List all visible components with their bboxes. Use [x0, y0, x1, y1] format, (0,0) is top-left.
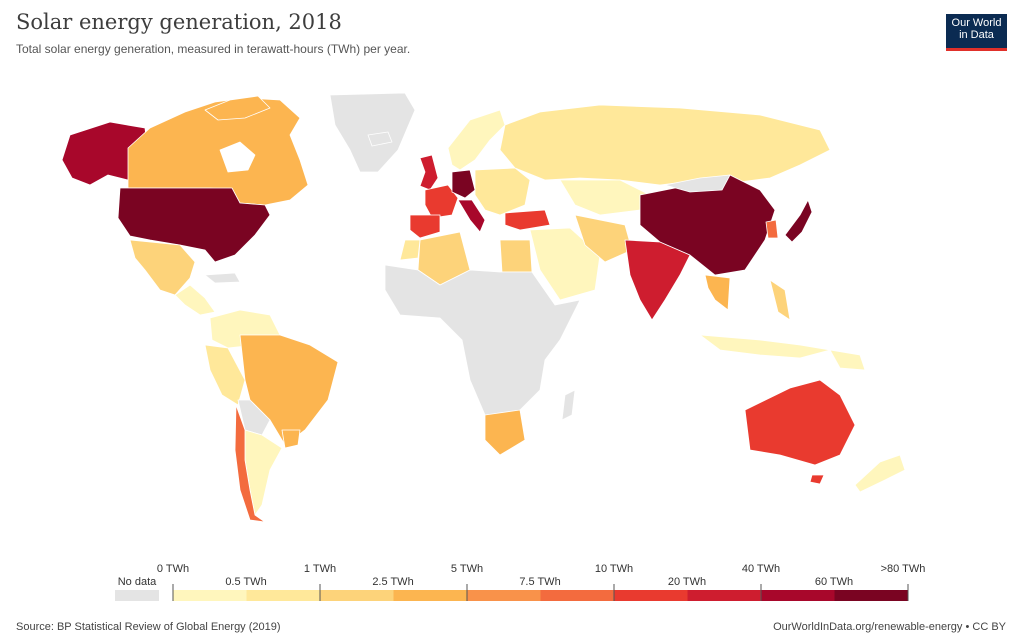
region-uruguay[interactable] — [281, 429, 301, 449]
region-cuba[interactable] — [204, 272, 241, 284]
region-japan[interactable] — [784, 199, 813, 243]
legend-bar — [115, 584, 909, 601]
region-mongolia[interactable] — [664, 174, 731, 193]
chart-title: Solar energy generation, 2018 — [16, 10, 342, 34]
region-canada-islands[interactable] — [204, 95, 271, 121]
legend-bin[interactable] — [246, 590, 321, 601]
legend-bin[interactable] — [761, 590, 835, 601]
region-greenland[interactable] — [329, 92, 416, 173]
legend-bin[interactable] — [467, 590, 541, 601]
legend-bottom-label: 20 TWh — [667, 576, 707, 588]
world-map — [61, 92, 906, 523]
legend-top-label: 40 TWh — [741, 563, 781, 575]
region-france[interactable] — [424, 184, 459, 219]
region-philippines[interactable] — [769, 279, 791, 321]
legend-bottom-label: 7.5 TWh — [519, 576, 561, 588]
legend: No data 0 TWh 1 TWh 5 TWh 10 TWh 40 TWh … — [0, 560, 1018, 610]
source-note: Source: BP Statistical Review of Global … — [16, 621, 281, 633]
region-usa[interactable] — [117, 187, 271, 263]
region-russia[interactable] — [499, 104, 831, 186]
region-new-zealand[interactable] — [854, 454, 906, 493]
region-germany[interactable] — [451, 169, 476, 199]
legend-top-label: >80 TWh — [880, 563, 926, 575]
region-turkey[interactable] — [504, 209, 551, 231]
region-bolivia[interactable] — [237, 399, 271, 436]
region-australia[interactable] — [744, 379, 856, 466]
region-madagascar[interactable] — [561, 389, 576, 421]
region-spain[interactable] — [409, 214, 441, 239]
region-hudson-bay — [219, 141, 256, 173]
legend-no-data-swatch — [115, 590, 159, 601]
legend-bin[interactable] — [614, 590, 688, 601]
region-brazil[interactable] — [239, 334, 339, 446]
owid-logo[interactable]: Our World in Data — [946, 14, 1007, 51]
region-italy[interactable] — [457, 199, 486, 233]
region-peru[interactable] — [204, 344, 246, 406]
legend-no-data-label: No data — [117, 576, 157, 588]
chart-subtitle: Total solar energy generation, measured … — [16, 42, 411, 56]
legend-top-label: 10 TWh — [594, 563, 634, 575]
region-new-guinea[interactable] — [829, 349, 866, 371]
region-egypt[interactable] — [499, 239, 533, 273]
region-scandinavia[interactable] — [447, 109, 506, 171]
legend-bin[interactable] — [540, 590, 615, 601]
legend-bin[interactable] — [393, 590, 468, 601]
credit-link[interactable]: OurWorldInData.org/renewable-energy • CC… — [773, 621, 1006, 633]
logo-line-2: in Data — [959, 29, 994, 41]
region-tasmania[interactable] — [809, 474, 825, 485]
region-africa-central[interactable] — [384, 264, 581, 421]
legend-bin[interactable] — [173, 590, 247, 601]
region-eastern-europe[interactable] — [474, 167, 531, 216]
logo-line-1: Our World — [951, 17, 1002, 29]
legend-top-label: 1 TWh — [303, 563, 337, 575]
region-india[interactable] — [624, 239, 691, 321]
region-central-america[interactable] — [174, 284, 216, 316]
region-kazakhstan[interactable] — [559, 179, 651, 216]
region-south-africa[interactable] — [484, 409, 526, 456]
region-south-korea[interactable] — [765, 219, 779, 239]
region-morocco[interactable] — [399, 239, 421, 261]
legend-bin[interactable] — [320, 590, 394, 601]
region-indonesia[interactable] — [699, 334, 831, 359]
region-iceland[interactable] — [367, 131, 393, 147]
legend-bottom-label: 60 TWh — [814, 576, 854, 588]
region-southeast-asia[interactable] — [704, 274, 731, 311]
legend-bottom-label: 0.5 TWh — [225, 576, 267, 588]
legend-bottom-label: 2.5 TWh — [372, 576, 414, 588]
legend-bin[interactable] — [687, 590, 762, 601]
region-chile[interactable] — [234, 404, 266, 523]
legend-top-label: 0 TWh — [156, 563, 190, 575]
region-middle-east[interactable] — [529, 227, 601, 301]
region-uk[interactable] — [419, 154, 439, 191]
region-iran-pakistan[interactable] — [574, 214, 633, 263]
legend-top-label: 5 TWh — [450, 563, 484, 575]
region-mexico[interactable] — [129, 239, 196, 296]
legend-bin[interactable] — [834, 590, 909, 601]
